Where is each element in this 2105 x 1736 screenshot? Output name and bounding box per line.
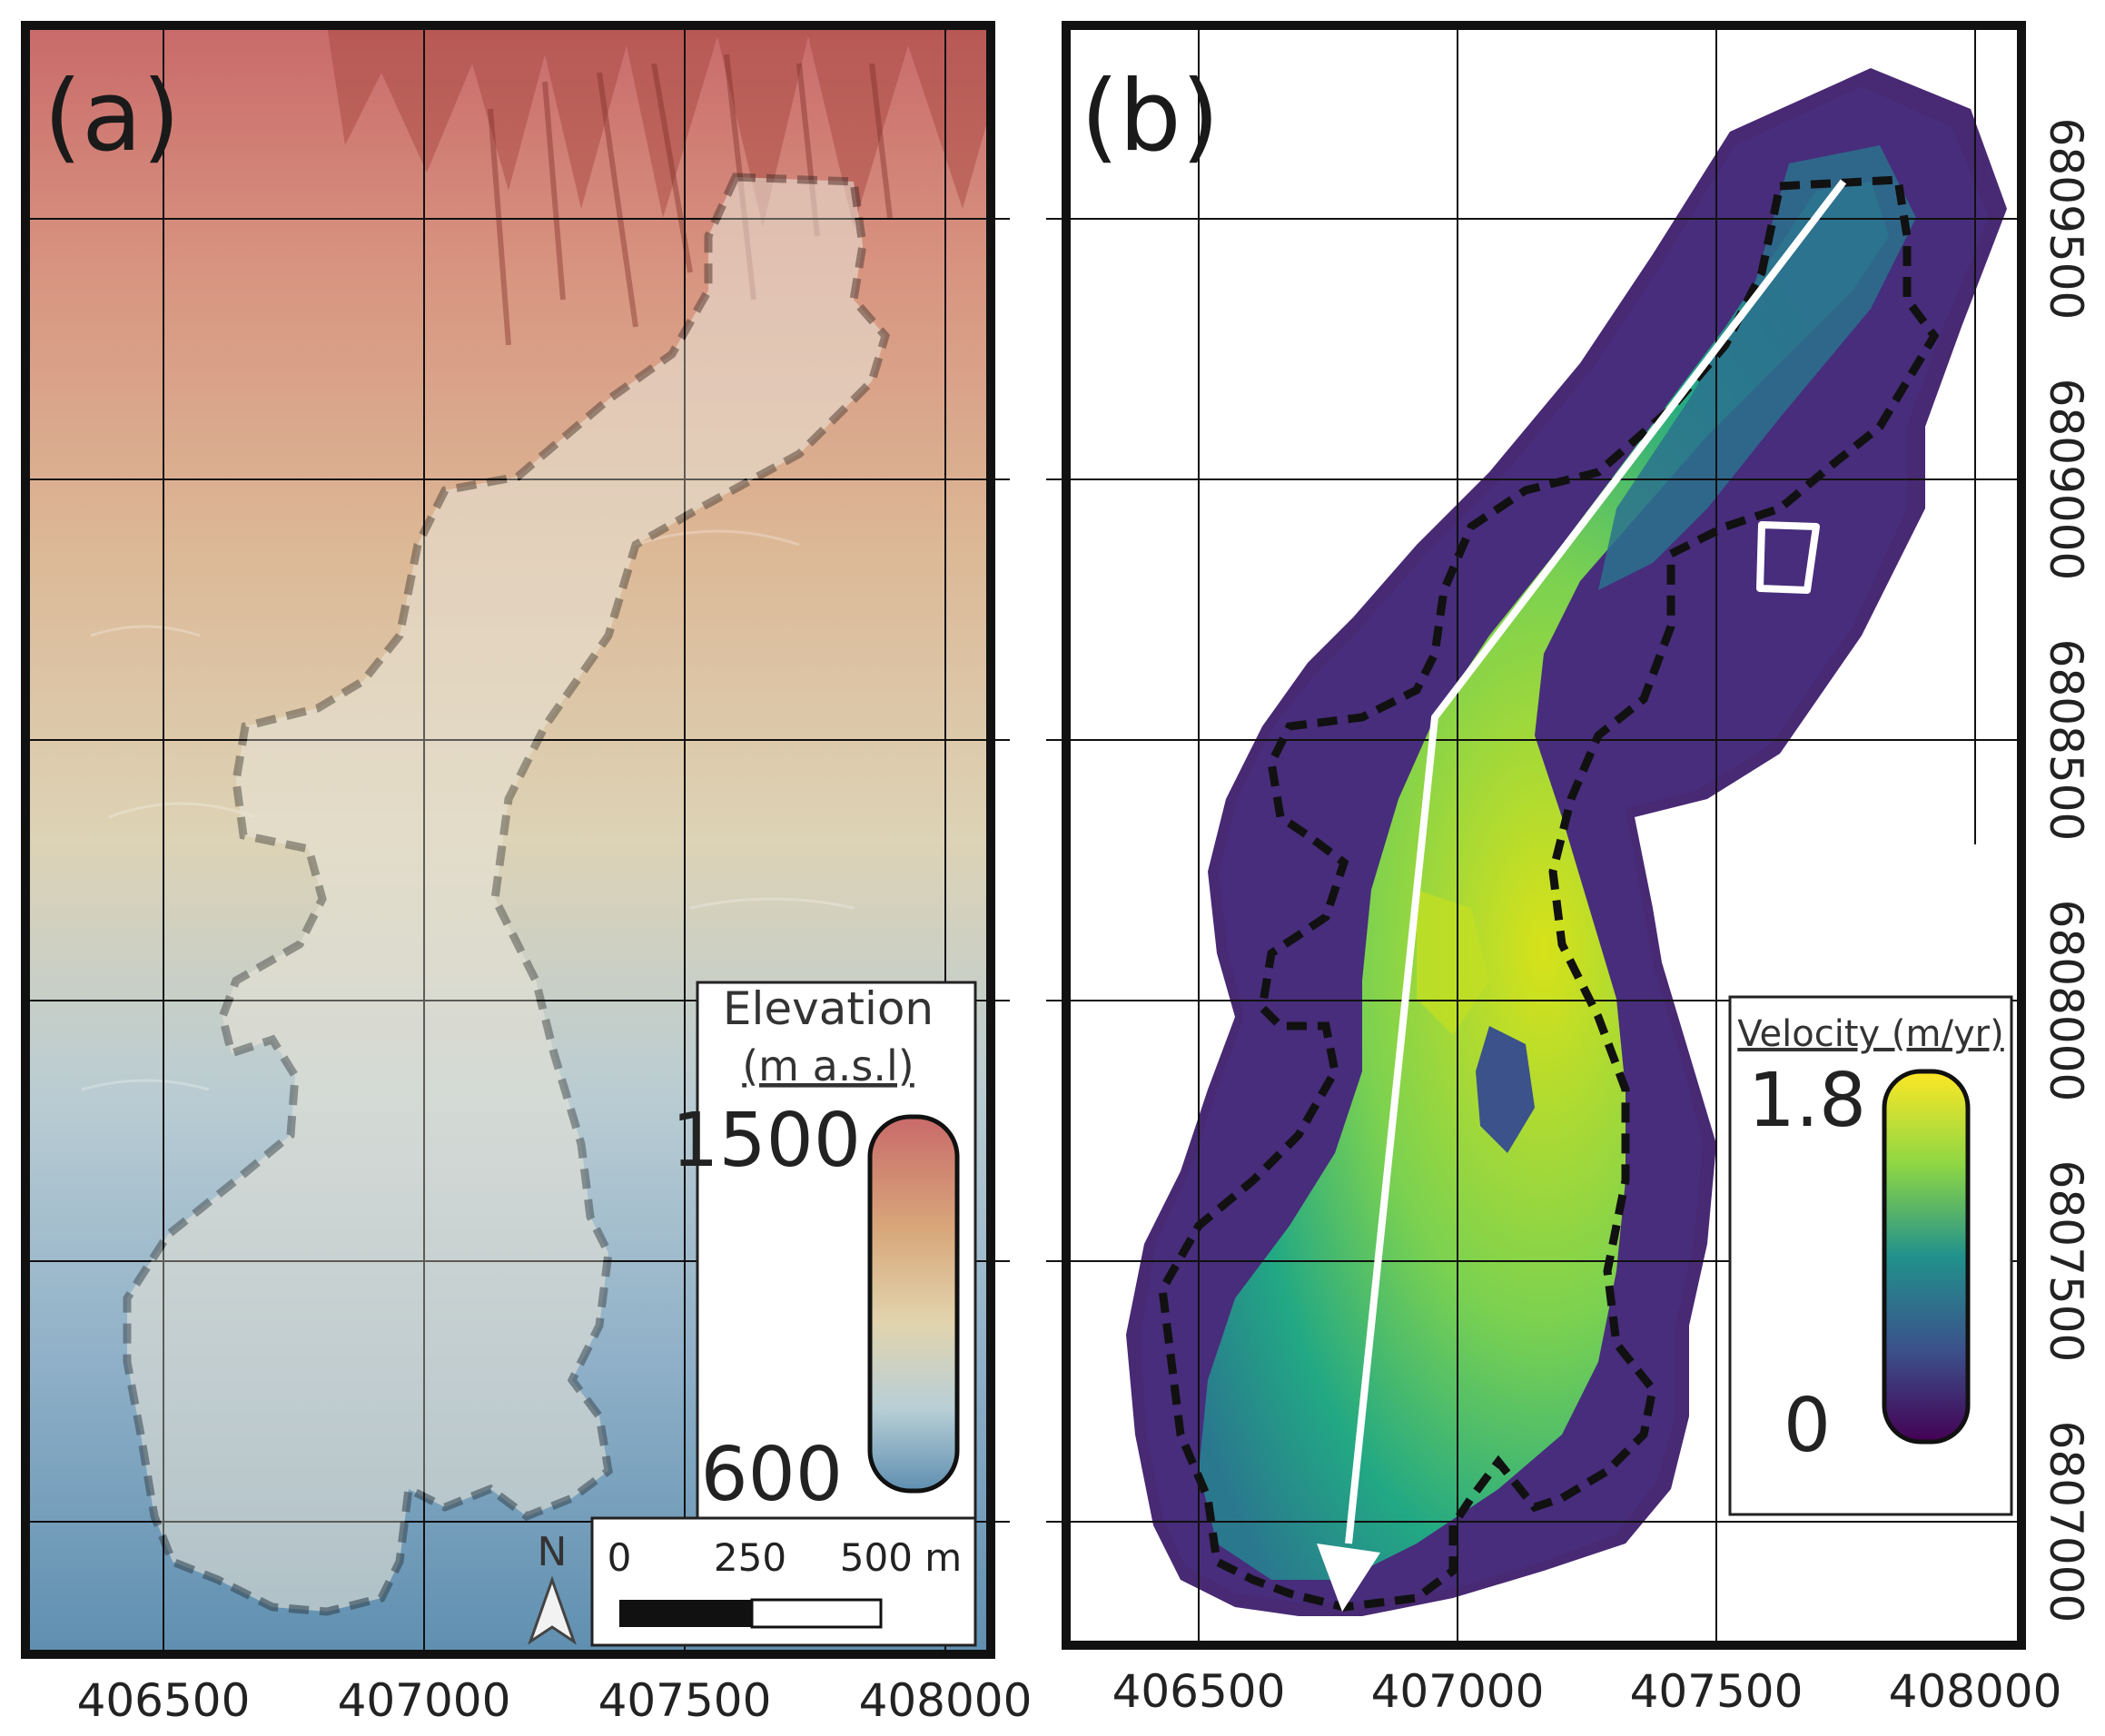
elevation-legend-units: (m a.s.l) [742,1041,914,1090]
y-tick-1: 6809500 [2040,118,2092,321]
velocity-legend: Velocity (m/yr) 1.8 0 [1728,995,2013,1516]
elevation-legend: Elevation (m a.s.l) 1500 600 [671,981,977,1529]
x-tick-b-4: 408000 [1889,1665,2062,1718]
study-area-box [1756,521,1820,594]
north-arrow-icon [528,1575,577,1645]
scale-bar: 0 250 500 m [590,1516,977,1647]
scale-bar-white [750,1598,883,1629]
y-tick-6: 6807000 [2040,1421,2092,1623]
y-tick-4: 6808000 [2040,900,2092,1102]
velocity-legend-title: Velocity (m/yr) [1737,1013,2003,1055]
grid-b [1066,25,2021,1645]
velocity-colorbar [1882,1069,1971,1445]
flow-line [1345,179,1847,1544]
scale-label-0: 0 [608,1535,632,1580]
velocity-high-patch [1417,890,1489,1035]
scale-label-500: 500 m [840,1535,962,1580]
velocity-low-patch [1476,1026,1535,1153]
y-axis-b: 6809500 6809000 6808500 6808000 6807500 … [2040,118,2092,1623]
elevation-legend-title: Elevation [723,982,934,1035]
terrain-texture [81,529,855,1273]
north-label: N [538,1529,568,1575]
elevation-max-label: 1500 [671,1098,861,1184]
gullies [327,25,991,227]
x-tick-a-1: 406500 [77,1674,251,1727]
panel-a-frame [21,21,995,1659]
x-tick-b-2: 407000 [1371,1665,1545,1718]
velocity-max-label: 1.8 [1748,1058,1866,1144]
x-tick-b-3: 407500 [1630,1665,1804,1718]
x-tick-a-4: 408000 [859,1674,1033,1727]
flow-arrow-head [1317,1544,1380,1612]
x-axis-b: 406500 407000 407500 408000 [1112,1665,2062,1718]
velocity-core [1199,182,1889,1580]
velocity-min-label: 0 [1784,1383,1831,1469]
elevation-min-label: 600 [700,1432,843,1518]
y-tick-2: 6809000 [2040,379,2092,581]
panel-a-label: (a) [44,60,180,173]
y-tick-5: 6807500 [2040,1160,2092,1363]
scale-bar-black [619,1600,752,1627]
panel-b: Velocity (m/yr) 1.8 0 (b) [1062,21,2026,1650]
panel-b-label: (b) [1081,60,1220,173]
scale-label-250: 250 [714,1535,786,1580]
x-tick-a-3: 407500 [598,1674,772,1727]
x-tick-b-1: 406500 [1112,1665,1286,1718]
panel-b-frame [1062,21,2026,1650]
y-tick-3: 6808500 [2040,639,2092,842]
elevation-colorbar [867,1114,960,1494]
north-arrow: N [528,1529,577,1645]
x-tick-a-2: 407000 [338,1674,511,1727]
panel-a: (a) Elevation (m a.s.l) 1500 600 0 250 5… [21,21,995,1659]
frame-ticks [991,218,1066,1523]
x-axis-a: 406500 407000 407500 408000 [77,1674,1033,1727]
